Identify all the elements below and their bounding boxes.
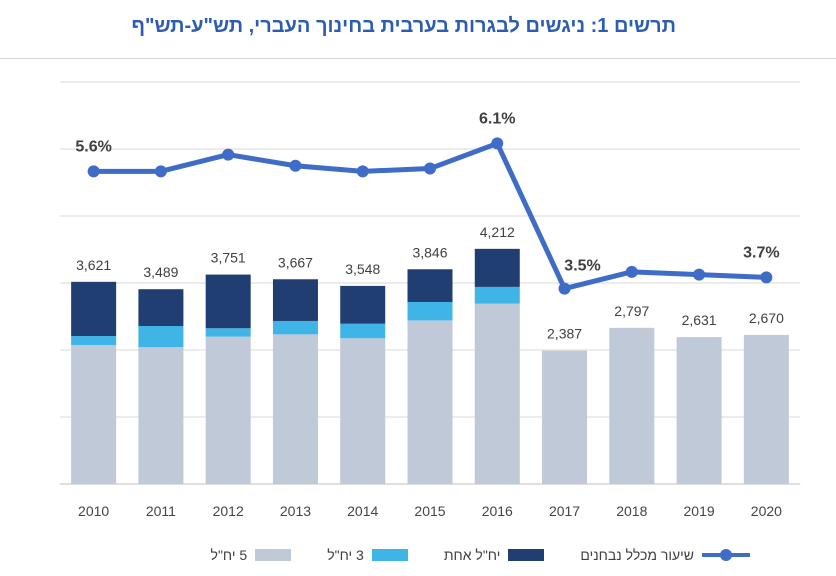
bar-total-label-2013: 3,667 <box>278 254 313 270</box>
bar-total-label-2019: 2,631 <box>682 312 717 328</box>
bar-segment-2015-series-1 <box>407 301 453 321</box>
x-tick-label-2014: 2014 <box>347 503 378 519</box>
legend-label-series-0: 5 יח"ל <box>210 547 248 563</box>
bar-segment-2014-series-1 <box>340 323 386 339</box>
line-point-2014 <box>356 165 369 178</box>
bar-segment-2018-series-0 <box>609 327 655 484</box>
line-label-2017: 3.5% <box>564 258 600 275</box>
bar-segment-2011-series-1 <box>138 325 184 348</box>
bar-segment-2014-series-2 <box>340 285 386 324</box>
x-tick-label-2012: 2012 <box>213 503 244 519</box>
chart-title: תרשים 1: ניגשים לבגרות בערבית בחינוך העב… <box>131 15 676 37</box>
chart: 3,621 2010 3,489 2011 3,751 2012 3,667 2013 3,54… <box>60 81 800 519</box>
line-point-2011 <box>154 165 167 178</box>
legend-label-series-2: יח"ל אחת <box>443 547 501 563</box>
bar-total-label-2020: 2,670 <box>749 310 784 326</box>
bar-segment-2011-series-0 <box>138 347 184 484</box>
bar-segment-2013-series-1 <box>272 320 318 335</box>
legend-line-swatch <box>702 548 750 562</box>
line-point-2019 <box>693 268 706 281</box>
line-label-2016: 6.1% <box>479 110 515 127</box>
line-label-2020: 3.7% <box>743 244 779 261</box>
bar-segment-2012-series-1 <box>205 328 251 337</box>
bar-segment-2016-series-0 <box>474 303 520 484</box>
x-tick-label-2011: 2011 <box>146 503 176 519</box>
line-point-2010 <box>87 165 100 178</box>
line-label-2010: 5.6% <box>75 138 111 155</box>
bar-segment-2011-series-2 <box>138 289 184 326</box>
x-tick-label-2017: 2017 <box>549 503 580 519</box>
legend-swatch-series-2 <box>508 549 545 561</box>
x-tick-label-2016: 2016 <box>482 503 513 519</box>
bar-segment-2016-series-2 <box>474 248 520 287</box>
title-divider <box>0 58 836 59</box>
bar-total-label-2011: 3,489 <box>143 264 178 280</box>
bar-total-label-2010: 3,621 <box>76 257 111 273</box>
bar-total-label-2018: 2,797 <box>614 303 649 319</box>
bar-segment-2015-series-0 <box>407 320 453 484</box>
line-point-2018 <box>625 265 638 278</box>
line-point-2012 <box>222 148 235 161</box>
legend: שיעור מכלל נבחנים יח"ל אחת 3 יח"ל 5 יח"ל <box>150 544 750 566</box>
bar-total-label-2017: 2,387 <box>547 326 582 342</box>
bar-segment-2013-series-2 <box>272 279 318 321</box>
x-tick-label-2020: 2020 <box>751 503 782 519</box>
bar-segment-2017-series-0 <box>542 350 588 484</box>
legend-swatch-series-1 <box>371 549 408 561</box>
x-tick-label-2019: 2019 <box>684 503 715 519</box>
bar-segment-2012-series-0 <box>205 336 251 484</box>
legend-swatch-series-0 <box>255 549 292 561</box>
x-tick-label-2018: 2018 <box>616 503 647 519</box>
line-point-2020 <box>760 271 773 284</box>
line-point-2016 <box>491 137 504 150</box>
bar-segment-2014-series-0 <box>340 338 386 484</box>
bar-segment-2012-series-2 <box>205 274 251 329</box>
bar-total-label-2014: 3,548 <box>345 261 380 277</box>
bar-total-label-2016: 4,212 <box>480 224 515 240</box>
x-tick-label-2013: 2013 <box>280 503 311 519</box>
bar-segment-2016-series-1 <box>474 286 520 304</box>
legend-label-line: שיעור מכלל נבחנים <box>580 547 694 563</box>
x-tick-label-2010: 2010 <box>78 503 109 519</box>
legend-item-series-2: יח"ל אחת <box>444 547 545 563</box>
line-point-2015 <box>424 162 436 175</box>
bar-segment-2020-series-0 <box>743 334 789 484</box>
line-point-2017 <box>558 282 571 295</box>
legend-label-series-1: 3 יח"ל <box>327 547 364 563</box>
x-tick-label-2015: 2015 <box>414 503 445 519</box>
bar-segment-2015-series-2 <box>407 269 453 302</box>
bar-segment-2013-series-0 <box>272 334 318 484</box>
bar-segment-2010-series-1 <box>71 336 117 345</box>
bar-segment-2019-series-0 <box>676 337 722 484</box>
bar-segment-2010-series-2 <box>71 281 117 337</box>
legend-item-series-1: 3 יח"ל <box>327 547 408 563</box>
legend-item-line: שיעור מכלל נבחנים <box>580 547 750 563</box>
bar-total-label-2012: 3,751 <box>211 250 246 266</box>
bar-segment-2010-series-0 <box>71 344 117 484</box>
legend-item-series-0: 5 יח"ל <box>211 547 292 563</box>
bar-total-label-2015: 3,846 <box>412 244 447 260</box>
line-point-2013 <box>289 159 302 172</box>
